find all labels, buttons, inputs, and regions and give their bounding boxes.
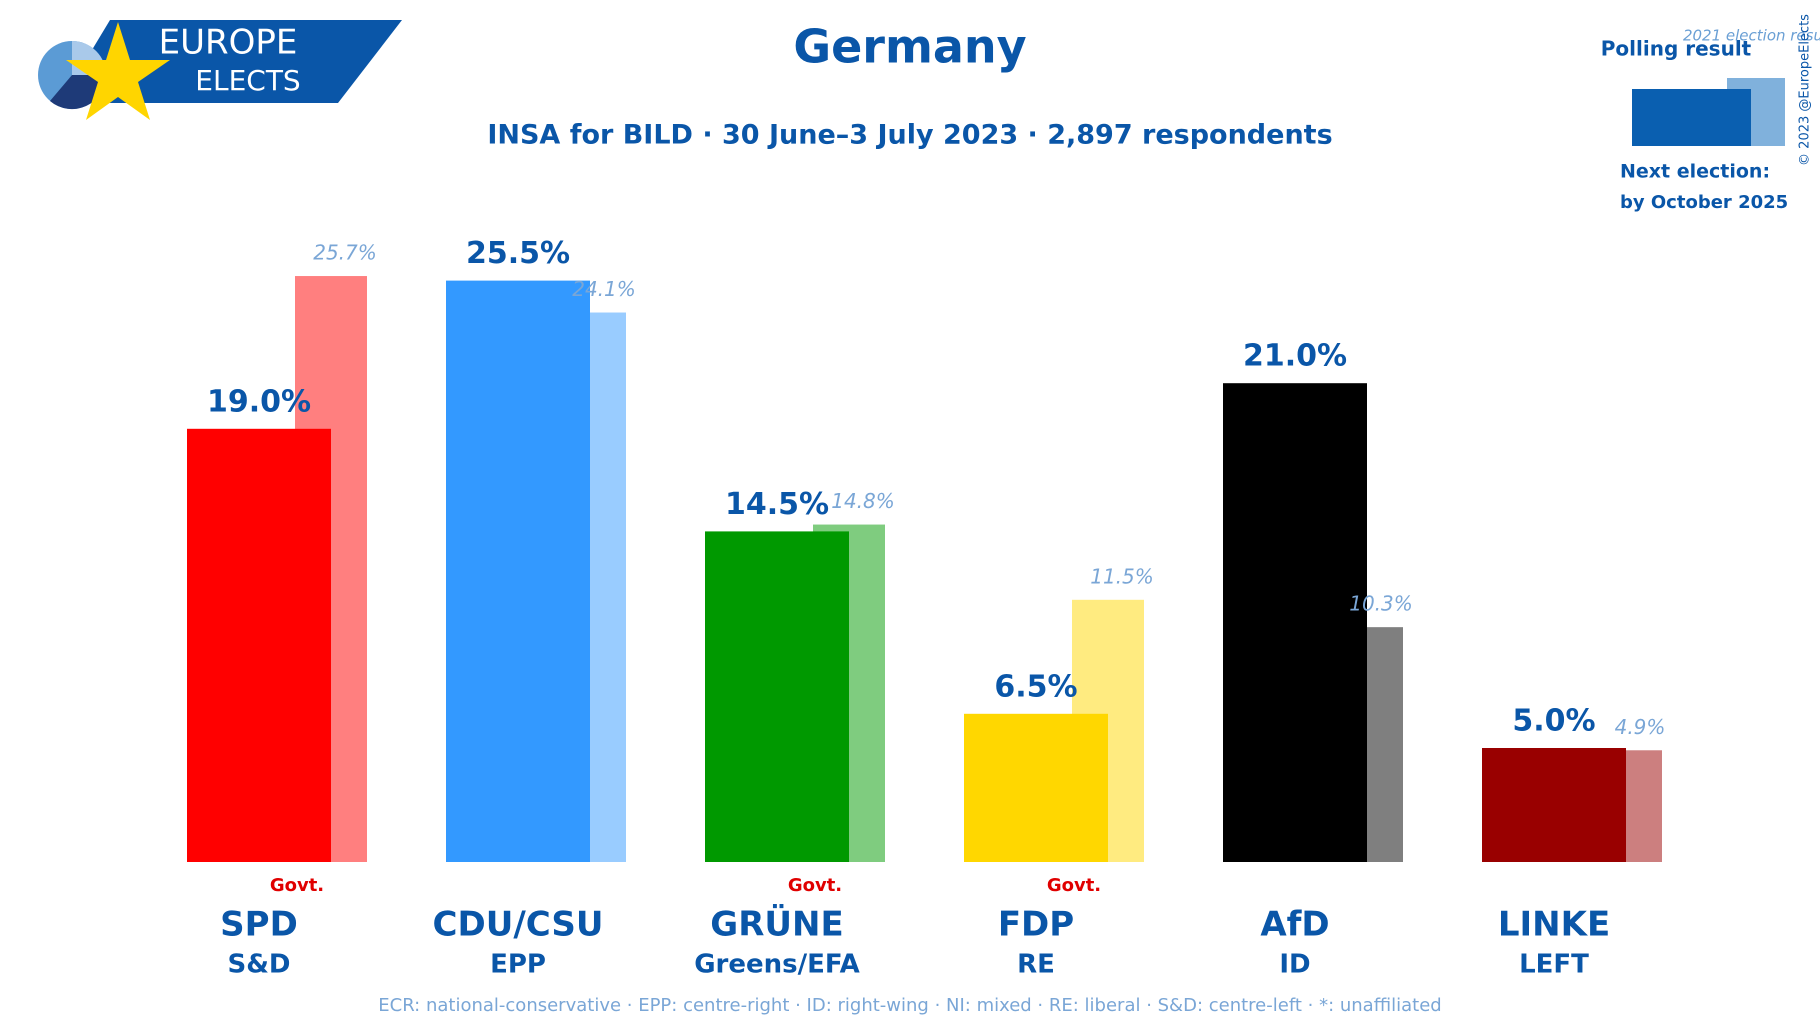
value-label: 14.5% bbox=[725, 487, 829, 522]
bar bbox=[1482, 748, 1626, 862]
legend-label: 2021 election result bbox=[1683, 27, 1820, 45]
previous-value-label: 24.1% bbox=[572, 277, 636, 301]
previous-value-label: 25.7% bbox=[313, 241, 377, 265]
government-label: Govt. bbox=[270, 875, 324, 896]
group-label: Greens/EFA bbox=[694, 950, 860, 980]
value-label: 21.0% bbox=[1243, 339, 1347, 374]
bar bbox=[187, 428, 331, 862]
x-tick-label: LINKE bbox=[1498, 905, 1610, 945]
group-label: EPP bbox=[490, 950, 546, 980]
previous-value-label: 10.3% bbox=[1349, 592, 1413, 616]
x-tick-label: CDU/CSU bbox=[433, 905, 604, 945]
logo-star bbox=[66, 22, 170, 120]
value-label: 25.5% bbox=[466, 236, 570, 271]
x-tick-label: SPD bbox=[220, 905, 298, 945]
legend-label: Polling result bbox=[1601, 37, 1752, 61]
value-label: 19.0% bbox=[207, 384, 311, 419]
bar bbox=[446, 280, 590, 863]
previous-value-label: 4.9% bbox=[1615, 715, 1666, 739]
bar bbox=[1223, 383, 1367, 862]
government-label: Govt. bbox=[788, 875, 842, 896]
previous-value-label: 14.8% bbox=[831, 489, 895, 513]
legend-swatch bbox=[1632, 89, 1751, 146]
group-label: S&D bbox=[228, 950, 291, 980]
chart-title: Germany bbox=[793, 20, 1026, 74]
group-label: RE bbox=[1017, 950, 1055, 980]
logo-banner bbox=[60, 20, 402, 103]
legend: Polling result 2021 election result Next… bbox=[1601, 14, 1820, 213]
x-tick-label: AfD bbox=[1260, 905, 1329, 945]
logo-text: ELECTS bbox=[195, 64, 300, 97]
logo: EUROPE ELECTS bbox=[38, 20, 402, 120]
logo-slice bbox=[50, 75, 107, 110]
bar bbox=[964, 713, 1108, 862]
copyright: © 2023 @EuropeElects bbox=[1798, 14, 1813, 166]
group-label: ID bbox=[1279, 950, 1310, 980]
bar bbox=[705, 531, 849, 862]
government-label: Govt. bbox=[1047, 875, 1101, 896]
value-label: 5.0% bbox=[1512, 704, 1595, 739]
chart-subtitle: INSA for BILD · 30 June–3 July 2023 · 2,… bbox=[487, 120, 1332, 151]
x-tick-label: GRÜNE bbox=[710, 904, 843, 945]
value-label: 6.5% bbox=[994, 669, 1077, 704]
logo-text: EUROPE bbox=[159, 23, 298, 63]
group-label: LEFT bbox=[1519, 950, 1589, 980]
x-tick-label: FDP bbox=[998, 905, 1074, 945]
next-election-date: by October 2025 bbox=[1620, 192, 1788, 213]
footer: ECR: national-conservative · EPP: centre… bbox=[378, 995, 1441, 1016]
next-election-label: Next election: bbox=[1620, 161, 1770, 183]
previous-value-label: 11.5% bbox=[1090, 564, 1154, 588]
